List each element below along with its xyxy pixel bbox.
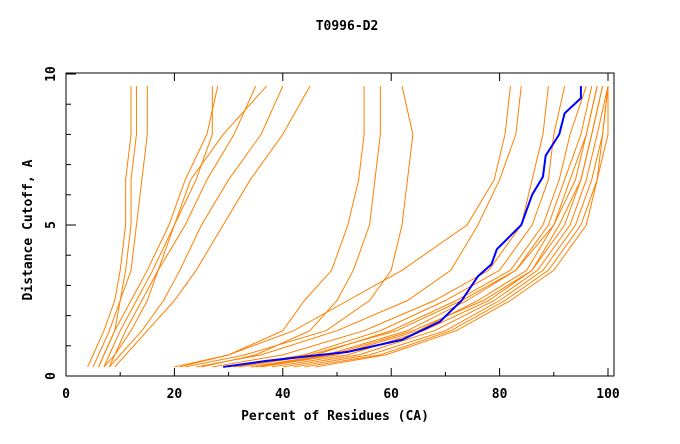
model-curve-22 — [304, 86, 609, 368]
axes: 0 20 40 60 80 100 0 5 10 — [44, 66, 620, 402]
model-curve-20 — [282, 85, 609, 368]
model-curve-14 — [212, 86, 549, 368]
model-curve-6 — [103, 85, 257, 368]
x-axis-label: Percent of Residues (CA) — [241, 409, 429, 424]
model-curve-16 — [239, 85, 587, 368]
model-curve-0 — [92, 86, 137, 368]
y-axis-label: Distance Cutoff, A — [21, 159, 36, 300]
model-curve-4 — [98, 85, 219, 368]
model-curve-24 — [255, 85, 604, 368]
x-tick-label: 0 — [62, 387, 70, 402]
model-curve-13 — [195, 86, 522, 368]
x-tick-label: 20 — [167, 387, 183, 402]
x-tick-label: 60 — [383, 387, 399, 402]
y-tick-label: 0 — [44, 372, 59, 380]
highlight-curve — [223, 86, 582, 368]
model-curve-15 — [228, 85, 566, 368]
curves — [87, 85, 609, 368]
chart-title: T0996-D2 — [316, 19, 379, 34]
y-tick-label: 10 — [44, 66, 59, 82]
model-curve-17 — [250, 85, 593, 368]
model-curve-12 — [179, 86, 511, 368]
x-tick-label: 100 — [596, 387, 620, 402]
model-curve-10 — [201, 86, 381, 368]
model-curve-3 — [103, 86, 213, 368]
model-curve-21 — [293, 86, 609, 368]
model-curve-25 — [233, 85, 598, 368]
model-curve-9 — [174, 86, 365, 368]
y-tick-label: 5 — [44, 221, 59, 229]
model-curve-23 — [315, 86, 609, 368]
model-curve-2 — [87, 86, 132, 368]
x-tick-label: 40 — [275, 387, 291, 402]
model-curve-7 — [108, 85, 284, 368]
model-curve-5 — [108, 85, 267, 368]
model-curve-8 — [114, 85, 311, 368]
x-tick-label: 80 — [492, 387, 508, 402]
model-curve-18 — [261, 85, 598, 368]
model-curve-11 — [185, 85, 414, 368]
